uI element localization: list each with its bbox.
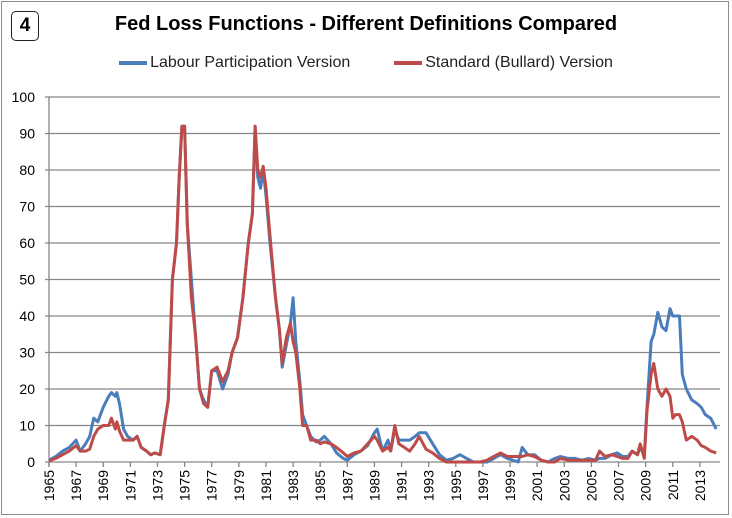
legend: Labour Participation Version Standard (B…	[0, 54, 732, 72]
x-tick-label: 1985	[312, 470, 328, 501]
series-line-standard-bullard	[48, 124, 717, 464]
x-tick-label: 1979	[231, 470, 247, 501]
x-tick-label: 1989	[366, 470, 382, 501]
x-tick-label: 1975	[177, 470, 193, 501]
y-tick-label: 0	[27, 454, 35, 470]
x-tick-label: 1995	[448, 470, 464, 501]
y-tick-label: 40	[19, 308, 35, 324]
x-tick-label: 1967	[68, 470, 84, 501]
chart-title: Fed Loss Functions - Different Definitio…	[114, 13, 618, 35]
y-tick-label: 50	[19, 272, 35, 288]
x-tick-label: 1999	[502, 470, 518, 501]
legend-label: Labour Participation Version	[150, 54, 351, 71]
x-tick-label: 2003	[556, 470, 572, 501]
x-tick-label: 2011	[665, 470, 681, 500]
y-tick-label: 100	[12, 89, 36, 105]
x-tick-label: 2001	[529, 470, 545, 501]
x-tick-label: 1997	[475, 470, 491, 501]
x-tick-label: 1981	[258, 470, 274, 501]
y-tick-label: 30	[19, 345, 35, 361]
legend-swatch-red	[394, 61, 423, 65]
y-tick-label: 90	[19, 126, 35, 142]
x-tick-label: 2009	[638, 470, 654, 501]
x-tick-label: 1991	[394, 470, 410, 501]
x-tick-label: 1987	[339, 470, 355, 501]
x-tick-label: 1983	[285, 470, 301, 501]
x-tick-label: 1977	[204, 470, 220, 501]
legend-label: Standard (Bullard) Version	[425, 54, 613, 71]
x-tick-label: 1965	[41, 470, 57, 501]
chart-number-badge: 4	[11, 11, 39, 41]
legend-item-standard: Standard (Bullard) Version	[394, 54, 613, 72]
series-line-labour-participation	[48, 124, 718, 464]
legend-swatch-blue	[119, 61, 148, 65]
y-tick-label: 60	[19, 235, 35, 251]
y-tick-label: 70	[19, 199, 35, 215]
y-tick-label: 20	[19, 381, 35, 397]
y-tick-label: 10	[19, 418, 35, 434]
x-tick-label: 1973	[149, 470, 165, 501]
x-tick-label: 1993	[421, 470, 437, 501]
x-tick-label: 1969	[95, 470, 111, 501]
x-tick-label: 1971	[122, 470, 138, 501]
x-tick-label: 2005	[583, 470, 599, 501]
y-tick-label: 80	[19, 162, 35, 178]
legend-item-labour: Labour Participation Version	[119, 54, 350, 72]
x-tick-label: 2013	[692, 470, 708, 501]
x-tick-label: 2007	[611, 470, 627, 501]
